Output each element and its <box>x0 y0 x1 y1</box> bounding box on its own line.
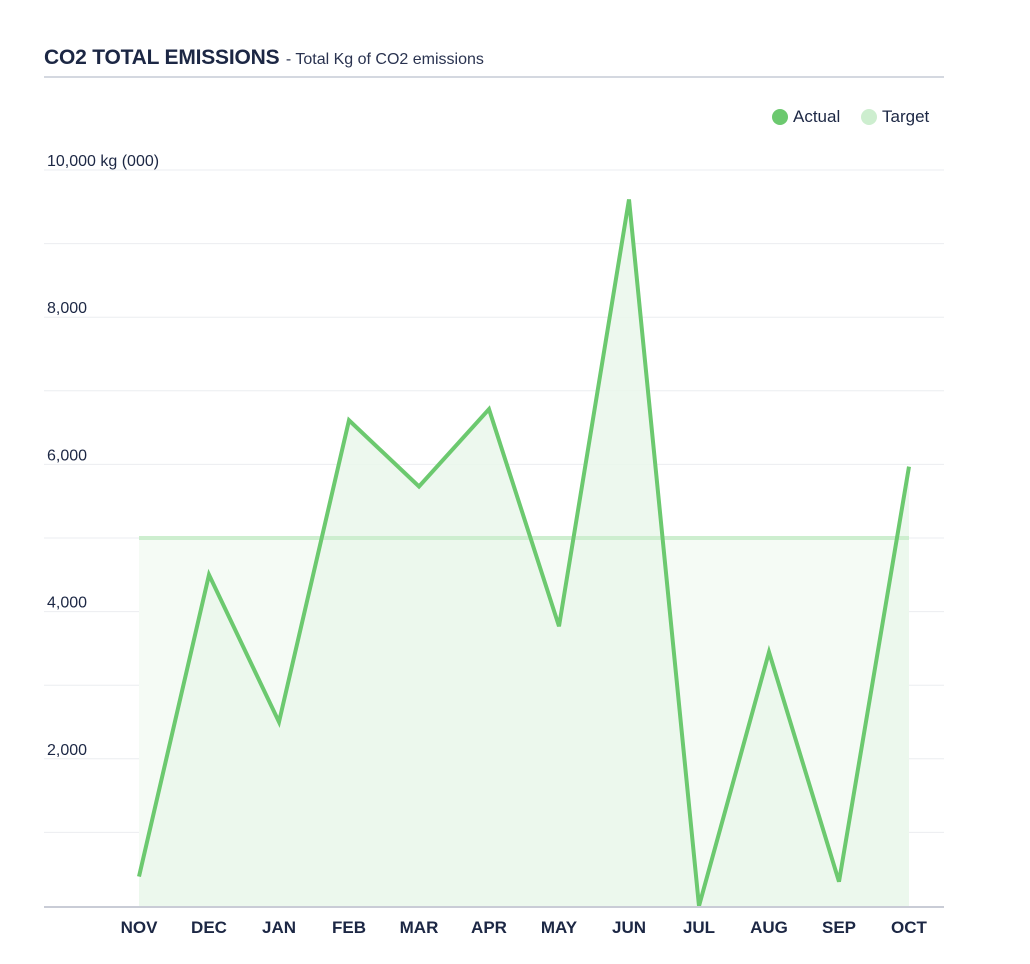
x-tick-label: FEB <box>332 918 366 937</box>
y-tick-label: 6,000 <box>47 447 87 464</box>
actual-point-jun[interactable] <box>626 196 632 202</box>
actual-point-jan[interactable] <box>276 719 282 725</box>
legend-actual-label[interactable]: Actual <box>793 107 840 126</box>
actual-point-aug[interactable] <box>766 649 772 655</box>
actual-point-sep[interactable] <box>836 879 842 885</box>
x-tick-label: JUN <box>612 918 646 937</box>
actual-point-mar[interactable] <box>416 483 422 489</box>
y-tick-label: 8,000 <box>47 300 87 317</box>
x-tick-label: MAY <box>541 918 578 937</box>
x-tick-label: OCT <box>891 918 928 937</box>
title-divider <box>44 76 944 78</box>
actual-area <box>139 199 909 906</box>
x-tick-label: NOV <box>121 918 159 937</box>
legend-target-swatch <box>861 109 877 125</box>
y-tick-label: 10,000 kg (000) <box>47 153 159 170</box>
lines-layer <box>136 196 912 907</box>
actual-point-may[interactable] <box>556 623 562 629</box>
actual-point-oct[interactable] <box>906 464 912 470</box>
area-layer <box>139 199 909 906</box>
y-tick-label: 4,000 <box>47 595 87 612</box>
x-tick-label: APR <box>471 918 507 937</box>
x-tick-label: SEP <box>822 918 856 937</box>
legend-target-label[interactable]: Target <box>882 107 930 126</box>
x-tick-label: MAR <box>400 918 439 937</box>
x-tick-label: JUL <box>683 918 715 937</box>
axis-layer: 10,000 kg (000) 8,000 6,000 4,000 2,000 NOV DE… <box>44 153 944 937</box>
legend-actual-swatch <box>772 109 788 125</box>
actual-line <box>137 199 911 907</box>
actual-point-nov[interactable] <box>136 874 142 880</box>
chart-subtitle: - Total Kg of CO2 emissions <box>285 51 484 68</box>
chart-title-row: CO2 TOTAL EMISSIONS - Total Kg of CO2 em… <box>44 46 484 70</box>
x-tick-label: DEC <box>191 918 227 937</box>
actual-point-apr[interactable] <box>486 406 492 412</box>
chart-title: CO2 TOTAL EMISSIONS <box>44 46 280 69</box>
legend[interactable]: Actual Target <box>772 107 930 126</box>
x-tick-label: JAN <box>262 918 296 937</box>
actual-point-feb[interactable] <box>346 417 352 423</box>
actual-point-dec[interactable] <box>206 572 212 578</box>
y-tick-label: 2,000 <box>47 742 87 759</box>
x-tick-label: AUG <box>750 918 788 937</box>
